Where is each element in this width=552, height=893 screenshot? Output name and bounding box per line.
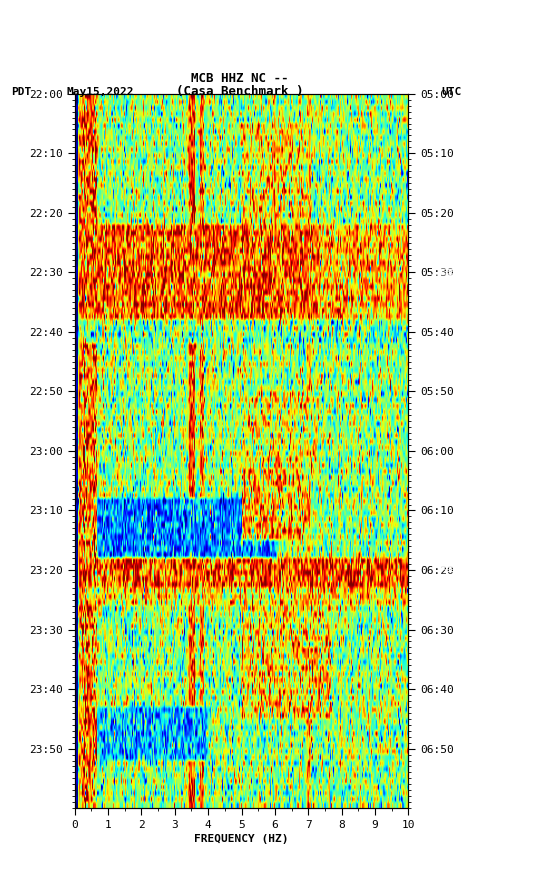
- Polygon shape: [7, 11, 18, 39]
- Text: (Casa Benchmark ): (Casa Benchmark ): [177, 86, 304, 98]
- Text: May15,2022: May15,2022: [66, 87, 134, 97]
- Text: USGS: USGS: [22, 17, 60, 29]
- Text: MCB HHZ NC --: MCB HHZ NC --: [192, 72, 289, 85]
- X-axis label: FREQUENCY (HZ): FREQUENCY (HZ): [194, 834, 289, 844]
- Text: UTC: UTC: [442, 87, 462, 97]
- Text: PDT: PDT: [11, 87, 31, 97]
